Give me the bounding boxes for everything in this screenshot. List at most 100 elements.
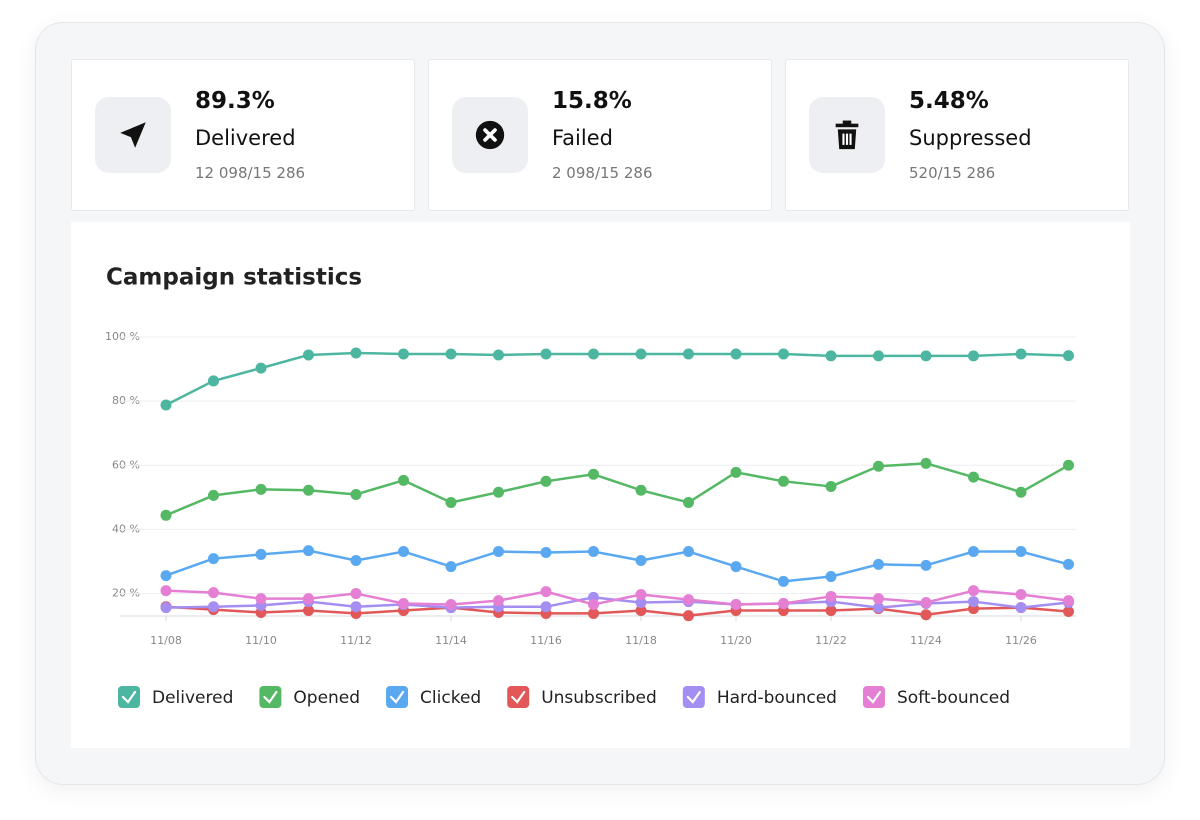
data-point	[588, 348, 599, 360]
legend-check	[389, 690, 405, 704]
data-point	[968, 350, 979, 362]
data-point	[778, 348, 789, 360]
data-point	[540, 601, 552, 613]
data-point	[968, 546, 979, 558]
legend-item[interactable]: Soft-bounced	[862, 686, 1010, 708]
stat-detail: 12 098/15 286	[195, 164, 306, 182]
legend-label: Delivered	[152, 688, 233, 708]
icon-suppressed	[809, 97, 885, 173]
legend-checkbox[interactable]	[507, 686, 530, 708]
data-point	[635, 348, 647, 360]
data-point	[398, 348, 409, 360]
data-point	[540, 547, 552, 559]
legend-label: Unsubscribed	[541, 688, 657, 708]
data-point	[920, 609, 932, 621]
data-point	[778, 475, 789, 487]
data-point	[1063, 459, 1074, 471]
x-tick-label: 11/16	[530, 634, 562, 647]
data-point	[920, 350, 932, 362]
data-point	[445, 348, 457, 360]
data-point	[1015, 486, 1027, 498]
data-point	[350, 555, 362, 567]
legend-check	[686, 690, 701, 704]
data-point	[540, 348, 552, 360]
legend-checkbox[interactable]	[386, 686, 409, 708]
data-point	[160, 585, 172, 597]
data-point	[683, 610, 694, 622]
legend-check	[511, 690, 526, 704]
chart-title: Campaign statistics	[106, 265, 362, 291]
legend-check	[866, 690, 882, 704]
data-point	[588, 607, 599, 619]
legend-item[interactable]: Delivered	[118, 686, 233, 708]
data-point	[588, 546, 599, 558]
data-point	[1063, 606, 1074, 618]
series-line	[165, 589, 1069, 606]
stat-label: Delivered	[195, 126, 296, 150]
legend-item[interactable]: Opened	[259, 686, 360, 708]
legend-label: Hard-bounced	[717, 688, 837, 708]
legend-item[interactable]: Clicked	[386, 686, 481, 708]
data-point	[160, 399, 172, 411]
data-point	[968, 471, 979, 483]
legend-item[interactable]: Hard-bounced	[682, 686, 837, 708]
series-line	[165, 605, 1069, 617]
data-point	[255, 483, 267, 495]
icon-delivered	[95, 97, 171, 173]
data-point	[920, 597, 932, 609]
data-point	[730, 561, 742, 573]
stat-value: 15.8%	[552, 88, 632, 114]
data-point	[303, 545, 314, 557]
data-point	[208, 489, 219, 501]
data-point	[445, 598, 457, 610]
x-tick-label: 11/12	[340, 634, 372, 647]
data-point	[1015, 602, 1027, 614]
data-point	[968, 585, 979, 597]
stat-detail: 520/15 286	[909, 164, 996, 182]
data-point	[398, 597, 409, 609]
legend-checkbox[interactable]	[259, 686, 282, 708]
data-point	[873, 558, 884, 570]
data-point	[920, 457, 932, 469]
x-tick-label: 11/08	[150, 634, 182, 647]
data-point	[635, 597, 647, 609]
legend-checkbox[interactable]	[118, 686, 140, 708]
chart-panel	[71, 222, 1130, 748]
data-point	[635, 589, 647, 601]
data-point	[303, 605, 314, 617]
legend-check	[263, 690, 278, 704]
data-point	[208, 601, 219, 613]
data-point	[208, 375, 219, 387]
x-tick-label: 11/10	[245, 634, 277, 647]
data-point	[1015, 546, 1027, 558]
x-tick-label: 11/24	[910, 634, 942, 647]
x-tick-label: 11/18	[625, 634, 657, 647]
data-point	[920, 559, 932, 571]
data-point	[635, 555, 647, 567]
legend-checkbox[interactable]	[862, 686, 885, 708]
data-point	[350, 488, 362, 500]
legend-checkbox[interactable]	[682, 686, 705, 708]
data-point	[493, 349, 504, 361]
data-point	[778, 575, 789, 587]
data-point	[445, 496, 457, 508]
x-tick-label: 11/22	[815, 634, 847, 647]
data-point	[493, 595, 504, 607]
data-point	[588, 468, 599, 480]
series-line	[165, 462, 1070, 517]
data-point	[730, 466, 742, 478]
data-point	[1015, 589, 1027, 601]
data-point	[968, 596, 979, 608]
data-point	[825, 480, 837, 492]
data-point	[303, 484, 314, 496]
series-line	[165, 351, 1069, 407]
legend-label: Clicked	[420, 688, 481, 708]
data-point	[255, 548, 267, 560]
stat-card: 5.48% Suppressed 520/15 286	[785, 59, 1129, 211]
data-point	[873, 350, 884, 362]
data-point	[350, 588, 362, 600]
stat-card: 89.3% Delivered 12 098/15 286	[71, 59, 415, 211]
legend-item[interactable]: Unsubscribed	[507, 686, 657, 708]
data-point	[683, 546, 694, 558]
